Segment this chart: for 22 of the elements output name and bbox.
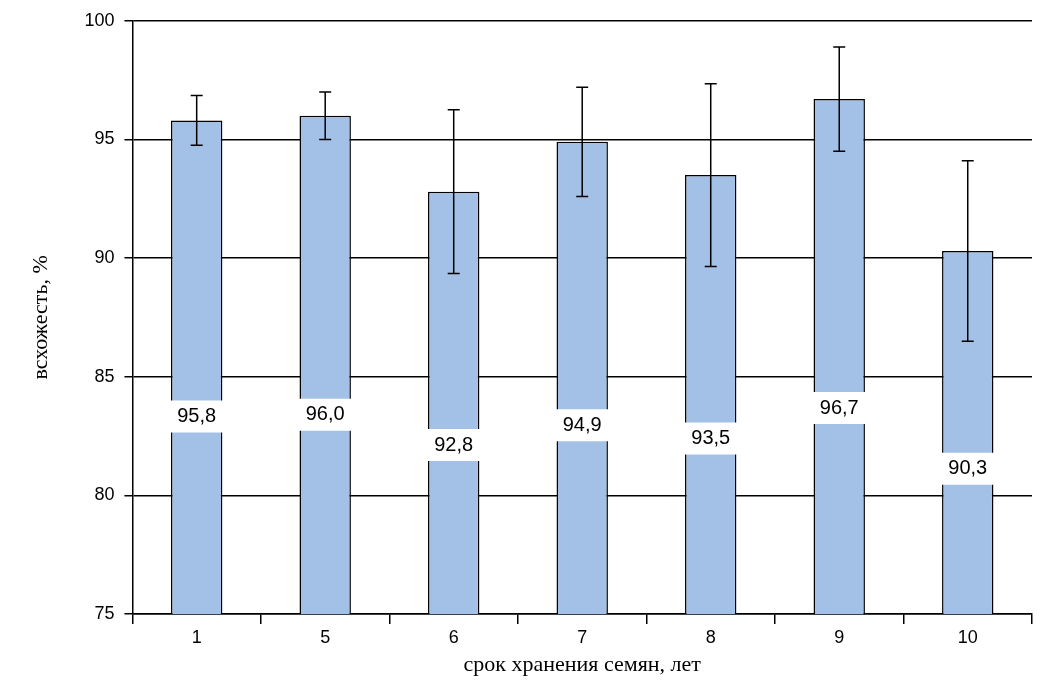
x-tick-label: 6 [448,626,459,647]
x-tick-label: 9 [834,626,845,647]
data-label: 94,9 [562,412,602,435]
y-tick-label: 85 [94,365,115,386]
data-label: 95,8 [177,404,217,427]
y-tick-label: 95 [94,128,115,149]
x-tick-label: 1 [191,626,202,647]
x-tick-label: 7 [577,626,588,647]
data-label: 90,3 [948,456,988,479]
y-tick-label: 100 [84,9,115,30]
data-label: 92,8 [434,432,474,455]
data-label: 96,0 [305,402,345,425]
x-tick-label: 8 [705,626,716,647]
data-label: 96,7 [819,395,859,418]
y-tick-label: 75 [94,602,115,623]
data-label: 93,5 [691,425,731,448]
x-tick-label: 5 [320,626,331,647]
y-tick-label: 80 [94,484,115,505]
x-tick-label: 10 [957,626,978,647]
y-tick-label: 90 [94,247,115,268]
x-axis-title: срок хранения семян, лет [463,650,702,676]
y-axis-title: всхожесть, % [26,255,52,380]
